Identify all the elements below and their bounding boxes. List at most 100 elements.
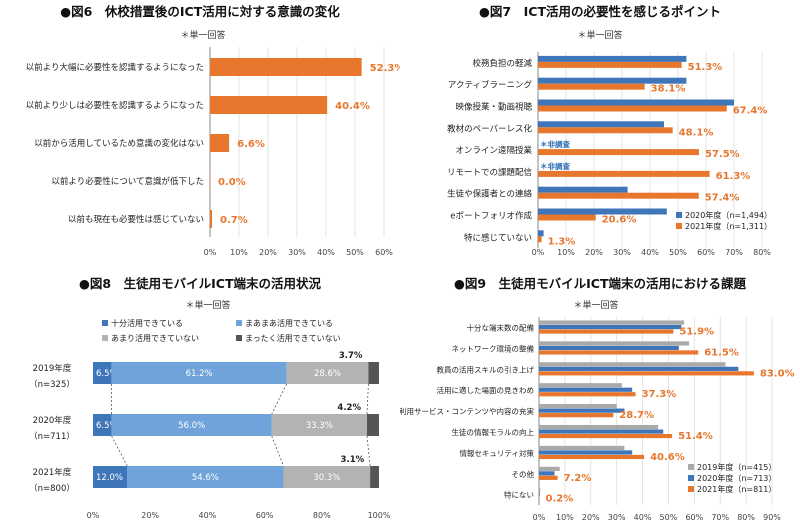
fig7-value-label: 57.5% <box>705 149 740 160</box>
fig9-bar-1 <box>539 408 625 413</box>
fig6-category-label: 以前から活用しているため意識の変化はない <box>34 138 204 149</box>
fig7-bar-2020 <box>538 77 687 84</box>
fig7-category-label: 教材のペーパーレス化 <box>447 123 532 134</box>
fig8-note: ＊単一回答 <box>185 299 230 311</box>
fig8-segment <box>111 362 287 384</box>
fig7-bar-2021 <box>538 149 699 156</box>
fig9-legend-swatch <box>688 464 694 470</box>
fig6-tick-label: 10% <box>230 248 248 257</box>
fig6-category-label: 以前より少しは必要性を認識するようになった <box>26 100 204 111</box>
fig7-bar-2020 <box>538 208 667 215</box>
fig8-segment <box>111 414 272 436</box>
fig8-connector <box>271 435 284 467</box>
fig9-bar-1 <box>539 471 555 476</box>
fig9-tick-label: 50% <box>660 513 678 522</box>
fig8-year-label: 2020年度 <box>33 415 72 426</box>
fig7-bar-2021 <box>538 61 682 68</box>
fig6-value-label: 0.0% <box>218 177 246 188</box>
fig7-category-label: 校務負担の軽減 <box>472 58 532 69</box>
fig9-bar-2 <box>539 454 645 460</box>
fig7-bar-2021 <box>538 192 699 199</box>
fig7-bar-2021 <box>538 214 596 221</box>
fig8-legend-swatch <box>102 335 108 341</box>
fig8-segment-label: 3.1% <box>341 455 365 465</box>
fig9-bar-1 <box>539 345 679 351</box>
fig9-bar-2 <box>539 371 754 376</box>
fig8-legend-swatch <box>236 320 242 326</box>
fig6-category-label: 以前より必要性について意識が低下した <box>51 176 204 187</box>
fig7-note: ＊単一回答 <box>577 29 622 41</box>
fig7-category-label: 生徒や保護者との連絡 <box>447 189 532 200</box>
fig8-year-label: 2019年度 <box>33 363 72 374</box>
fig7-legend-swatch-2020 <box>676 212 682 218</box>
fig7-bar-2021 <box>538 170 710 177</box>
fig9-legend-swatch <box>688 486 694 492</box>
fig8-legend-label: まったく活用できていない <box>245 333 341 343</box>
fig8-segment <box>127 466 284 488</box>
fig9-category-label: 特にない <box>504 490 534 500</box>
fig6-tick-label: 0% <box>204 248 217 257</box>
fig7-tick-label: 20% <box>585 248 603 257</box>
fig9-bar-2 <box>539 413 614 418</box>
fig7-bar-2020 <box>538 55 687 62</box>
fig7-category-label: リモートでの課題配信 <box>447 167 533 178</box>
fig6-note: ＊単一回答 <box>180 29 225 41</box>
fig7-category-label: オンライン遠隔授業 <box>455 145 532 156</box>
fig8-n-label: （n=325） <box>29 379 75 390</box>
fig7-category-label: アクティブラーニング <box>448 80 533 91</box>
fig9-bar-0 <box>539 362 726 367</box>
fig7-bar-2020 <box>538 230 544 237</box>
fig9-bar-0 <box>539 466 560 471</box>
fig8-segment-label: 28.6% <box>314 369 341 379</box>
fig8-connector <box>366 435 371 467</box>
fig7-tick-label: 80% <box>753 248 771 257</box>
fig7-bar-2021 <box>538 105 727 112</box>
fig8-legend-label: あまり活用できていない <box>111 333 199 343</box>
fig9-tick-label: 70% <box>711 513 729 522</box>
fig8-segment <box>271 414 367 436</box>
fig8-segment <box>286 362 369 384</box>
fig9-value-label: 51.4% <box>678 431 713 442</box>
fig8-tick-label: 40% <box>199 511 217 520</box>
fig9-value-label: 7.2% <box>564 473 592 484</box>
fig9-tick-label: 30% <box>608 513 626 522</box>
fig6-tick-label: 20% <box>259 248 277 257</box>
fig9-tick-label: 20% <box>582 513 600 522</box>
fig7-value-label: 38.1% <box>651 84 686 95</box>
fig8-segment-label: 6.5% <box>96 421 118 431</box>
fig9-title: ●図9 生徒用モバイルICT端末の活用における課題 <box>454 276 746 291</box>
fig8-segment <box>93 414 112 436</box>
fig9-value-label: 0.2% <box>546 494 574 505</box>
fig9-bar-2 <box>539 329 674 334</box>
fig9-category-label: ネットワーク環境の整備 <box>452 343 535 353</box>
fig7-value-label: 61.3% <box>716 171 751 182</box>
fig7-bar-2021 <box>538 127 673 134</box>
fig9-bar-2 <box>539 496 540 501</box>
fig8-legend-swatch <box>236 335 242 341</box>
fig9-bar-1 <box>539 324 682 330</box>
fig9-bar-2 <box>539 392 636 397</box>
fig8-segment <box>370 466 379 488</box>
fig9-category-label: 十分な端末数の配備 <box>467 322 535 332</box>
fig7-value-label: 48.1% <box>679 127 714 138</box>
fig9-legend-label: 2020年度（n=713） <box>697 473 776 483</box>
fig9-bar-0 <box>539 487 541 492</box>
fig8-segment-label: 30.3% <box>313 473 340 483</box>
fig7-tick-label: 70% <box>725 248 743 257</box>
fig6-chart: ●図6 休校措置後のICT活用に対する意識の変化 ＊単一回答以前より大幅に必要性を… <box>26 4 400 257</box>
fig7-value-label: 51.3% <box>688 62 723 73</box>
fig9-value-label: 40.6% <box>650 452 685 463</box>
fig7-tick-label: 50% <box>669 248 687 257</box>
fig8-segment <box>93 362 112 384</box>
fig7-value-label: 1.3% <box>548 236 576 247</box>
fig8-n-label: （n=711） <box>29 431 75 442</box>
fig8-segment <box>366 414 379 436</box>
fig6-value-label: 40.4% <box>335 101 370 112</box>
fig9-category-label: 情報セキュリティ対策 <box>459 448 534 458</box>
fig7-category-label: 特に感じていない <box>464 232 532 243</box>
fig6-bar <box>210 134 230 152</box>
fig9-value-label: 51.9% <box>679 326 714 337</box>
fig8-legend-label: まあまあ活用できている <box>245 318 333 328</box>
